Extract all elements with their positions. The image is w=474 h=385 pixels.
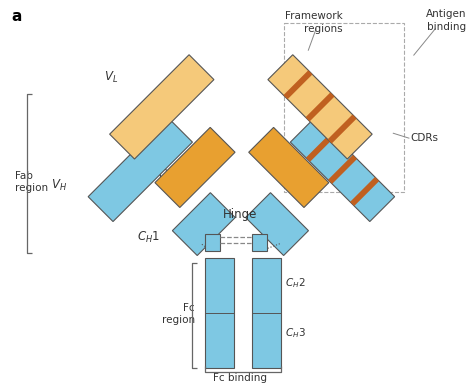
Polygon shape: [306, 133, 335, 162]
Polygon shape: [249, 127, 329, 208]
Bar: [205, 234, 220, 251]
Text: $V_H$: $V_H$: [51, 177, 67, 192]
Bar: [252, 258, 281, 368]
Text: $C_L$: $C_L$: [157, 168, 172, 183]
Text: Framework
regions: Framework regions: [285, 11, 343, 33]
Text: $V_L$: $V_L$: [104, 70, 118, 85]
Polygon shape: [88, 117, 192, 221]
Polygon shape: [306, 92, 335, 121]
Polygon shape: [291, 117, 395, 221]
Polygon shape: [328, 114, 356, 144]
Text: CDRs: CDRs: [411, 133, 439, 143]
Polygon shape: [246, 192, 309, 256]
Text: Fab
region: Fab region: [15, 171, 48, 193]
Polygon shape: [155, 127, 235, 208]
Polygon shape: [109, 55, 214, 159]
Text: Fc
region: Fc region: [162, 303, 195, 325]
Text: Fc binding: Fc binding: [213, 373, 267, 383]
Bar: [205, 258, 234, 368]
Polygon shape: [328, 155, 357, 184]
Text: a: a: [11, 9, 22, 24]
Text: $C_H$3: $C_H$3: [285, 326, 306, 340]
Text: Hinge: Hinge: [223, 208, 257, 221]
Text: Antigen
binding: Antigen binding: [426, 9, 466, 32]
Polygon shape: [350, 177, 379, 206]
Polygon shape: [283, 70, 312, 99]
Polygon shape: [268, 55, 372, 159]
Text: $C_H$1: $C_H$1: [137, 230, 160, 245]
Text: $C_H$2: $C_H$2: [285, 276, 305, 290]
Bar: [252, 234, 267, 251]
Polygon shape: [173, 192, 235, 256]
